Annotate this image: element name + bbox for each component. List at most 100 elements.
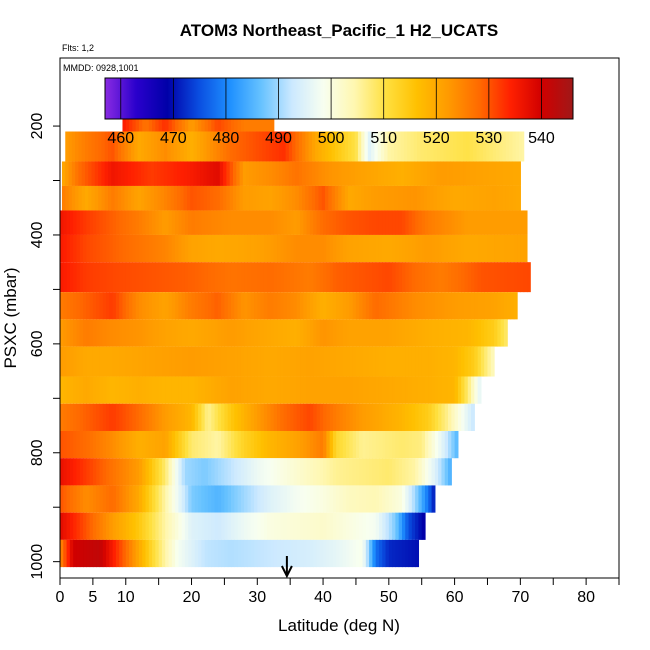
heatmap-cell [92, 430, 97, 459]
heatmap-cell [68, 131, 73, 162]
heatmap-cell [96, 234, 101, 263]
heatmap-cell [390, 185, 395, 211]
heatmap-cell [359, 210, 364, 235]
heatmap-cell [388, 430, 393, 459]
heatmap-cell [170, 131, 175, 162]
heatmap-cell [194, 512, 199, 540]
heatmap-cell [421, 512, 426, 540]
heatmap-cell [354, 161, 359, 186]
heatmap-cell [469, 185, 474, 211]
heatmap-cell [359, 292, 364, 320]
heatmap-cell [191, 346, 196, 377]
heatmap-cell [477, 292, 482, 320]
heatmap-cell [191, 403, 196, 431]
heatmap-cell [523, 210, 528, 235]
heatmap-cell [474, 234, 479, 263]
heatmap-cell [96, 458, 101, 486]
heatmap-cell [125, 376, 130, 404]
heatmap-cell [296, 403, 301, 431]
heatmap-cell [252, 131, 257, 162]
heatmap-cell [206, 131, 211, 162]
heatmap-cell [115, 319, 120, 347]
heatmap-cell [91, 185, 96, 211]
heatmap-cell [408, 458, 413, 486]
heatmap-cell [184, 210, 189, 235]
heatmap-cell [89, 485, 94, 513]
heatmap-cell [336, 403, 341, 431]
heatmap-cell [395, 376, 400, 404]
heatmap-cell [138, 292, 143, 320]
heatmap-cell [168, 539, 173, 568]
heatmap-cell [377, 185, 382, 211]
heatmap-cell [388, 292, 393, 320]
heatmap-cell [201, 512, 206, 540]
heatmap-cell [125, 210, 130, 235]
heatmap-cell [252, 161, 257, 186]
heatmap-cell [355, 234, 360, 263]
heatmap-cell [388, 319, 393, 347]
heatmap-cell [83, 485, 87, 513]
heatmap-cell [410, 185, 415, 211]
heatmap-cell [385, 458, 390, 486]
heatmap-cell [155, 262, 160, 293]
heatmap-cell [61, 185, 66, 211]
heatmap-cell [112, 512, 117, 540]
heatmap-cell [138, 234, 143, 263]
heatmap-cell [161, 346, 166, 377]
heatmap-cell [382, 346, 387, 377]
heatmap-cell [201, 458, 206, 486]
heatmap-cell [292, 131, 297, 162]
heatmap-cell [73, 376, 78, 404]
heatmap-cell [303, 319, 308, 347]
heatmap-cell [444, 430, 449, 459]
heatmap-cell [280, 430, 285, 459]
heatmap-cell [175, 234, 179, 263]
heatmap-cell [497, 210, 502, 235]
heatmap-cell [296, 346, 301, 377]
heatmap-cell [63, 292, 68, 320]
heatmap-cell [135, 376, 140, 404]
colorbar-tick-label: 510 [370, 130, 397, 147]
heatmap-cell [119, 485, 124, 513]
heatmap-cell [273, 210, 278, 235]
heatmap-cell [211, 210, 216, 235]
heatmap-cell [339, 539, 344, 568]
heatmap-cell [227, 319, 232, 347]
heatmap-cell [224, 485, 229, 513]
heatmap-cell [407, 185, 412, 211]
heatmap-cell [464, 376, 469, 404]
heatmap-cell [190, 131, 195, 162]
heatmap-cell [325, 161, 329, 186]
heatmap-cell [98, 185, 103, 211]
heatmap-cell [79, 346, 84, 377]
heatmap-cell [86, 539, 91, 568]
heatmap-cell [171, 210, 176, 235]
heatmap-cell [158, 292, 163, 320]
heatmap-cell [348, 131, 352, 162]
heatmap-cell [362, 234, 367, 263]
heatmap-cell [227, 210, 232, 235]
heatmap-cell [161, 403, 166, 431]
heatmap-cell [260, 458, 265, 486]
heatmap-cell [467, 210, 472, 235]
heatmap-cell [323, 539, 327, 568]
heatmap-cell [250, 234, 255, 263]
heatmap-cell [388, 512, 393, 540]
heatmap-cell [517, 210, 521, 235]
heatmap-cell [193, 161, 198, 186]
heatmap-cell [254, 346, 258, 377]
heatmap-cell [398, 319, 403, 347]
heatmap-cell [191, 292, 196, 320]
heatmap-cell [167, 185, 172, 211]
heatmap-cell [115, 458, 120, 486]
heatmap-cell [374, 185, 379, 211]
heatmap-cell [283, 485, 288, 513]
heatmap-cell [359, 376, 364, 404]
heatmap-cell [457, 403, 462, 431]
heatmap-cell [175, 210, 179, 235]
heatmap-cell [124, 185, 129, 211]
heatmap-cell [457, 376, 462, 404]
heatmap-cell [221, 319, 226, 347]
heatmap-cell [390, 161, 395, 186]
heatmap-cell [326, 292, 331, 320]
